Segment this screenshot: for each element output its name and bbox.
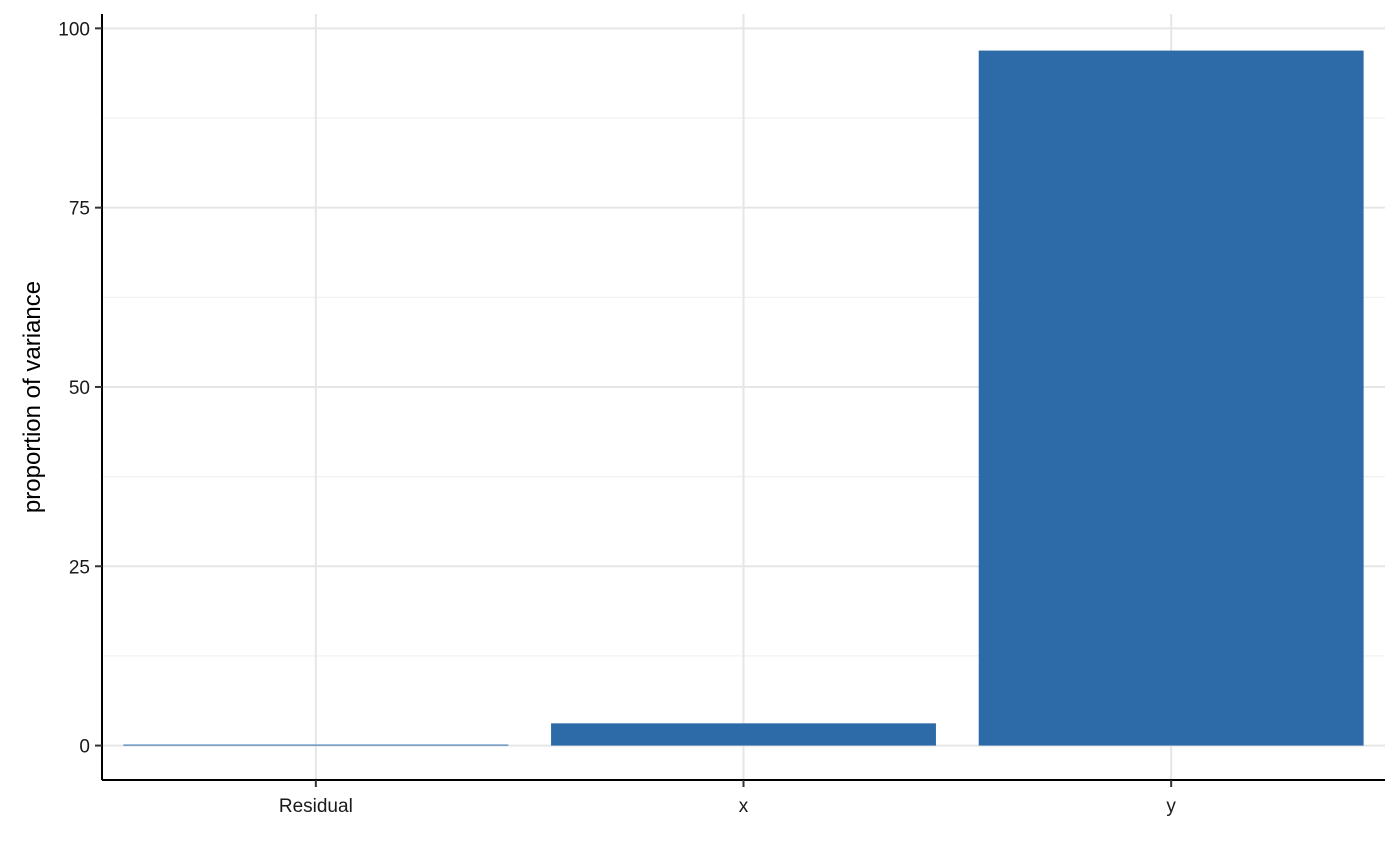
y-tick-label: 0	[79, 737, 90, 758]
bar-residual	[123, 744, 509, 746]
y-tick-label: 50	[69, 378, 90, 399]
y-tick-label: 100	[58, 19, 90, 40]
x-tick-label: x	[739, 796, 749, 817]
y-axis-title: proportion of variance	[19, 281, 46, 513]
bar-x	[551, 723, 936, 746]
bars	[123, 50, 1364, 746]
y-tick-label: 25	[69, 557, 90, 578]
x-tick-label: Residual	[279, 796, 353, 817]
y-tick-label: 75	[69, 199, 90, 220]
y-tick-labels: 0 25 50 75 100	[58, 19, 102, 758]
bar-y	[978, 50, 1364, 746]
x-tick-labels: Residual x y	[279, 780, 1176, 817]
x-tick-label: y	[1166, 796, 1176, 817]
